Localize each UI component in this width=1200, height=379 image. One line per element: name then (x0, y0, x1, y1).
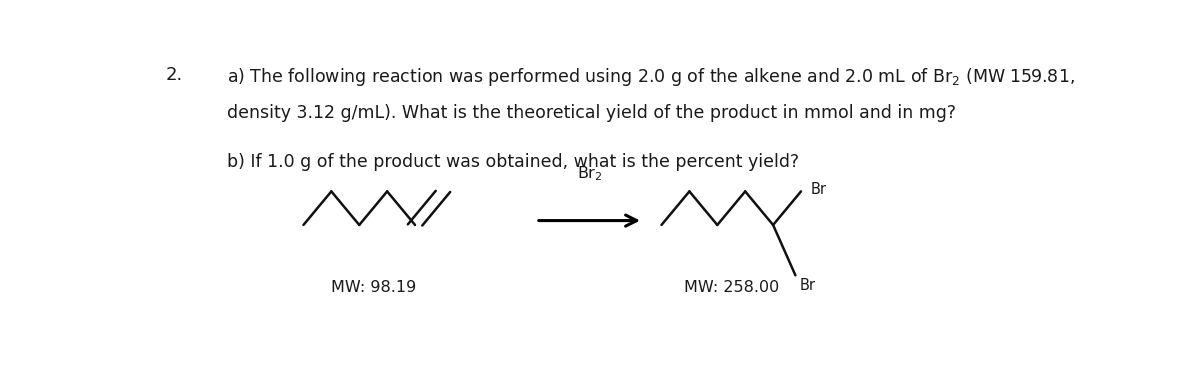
Text: a) The following reaction was performed using 2.0 g of the alkene and 2.0 mL of : a) The following reaction was performed … (227, 66, 1075, 88)
Text: Br: Br (799, 278, 815, 293)
Text: b) If 1.0 g of the product was obtained, what is the percent yield?: b) If 1.0 g of the product was obtained,… (227, 153, 799, 171)
Text: density 3.12 g/mL). What is the theoretical yield of the product in mmol and in : density 3.12 g/mL). What is the theoreti… (227, 104, 956, 122)
Text: MW: 98.19: MW: 98.19 (330, 280, 416, 295)
Text: Br$_2$: Br$_2$ (576, 164, 602, 183)
Text: Br: Br (810, 182, 827, 197)
Text: 2.: 2. (166, 66, 184, 84)
Text: MW: 258.00: MW: 258.00 (684, 280, 779, 295)
